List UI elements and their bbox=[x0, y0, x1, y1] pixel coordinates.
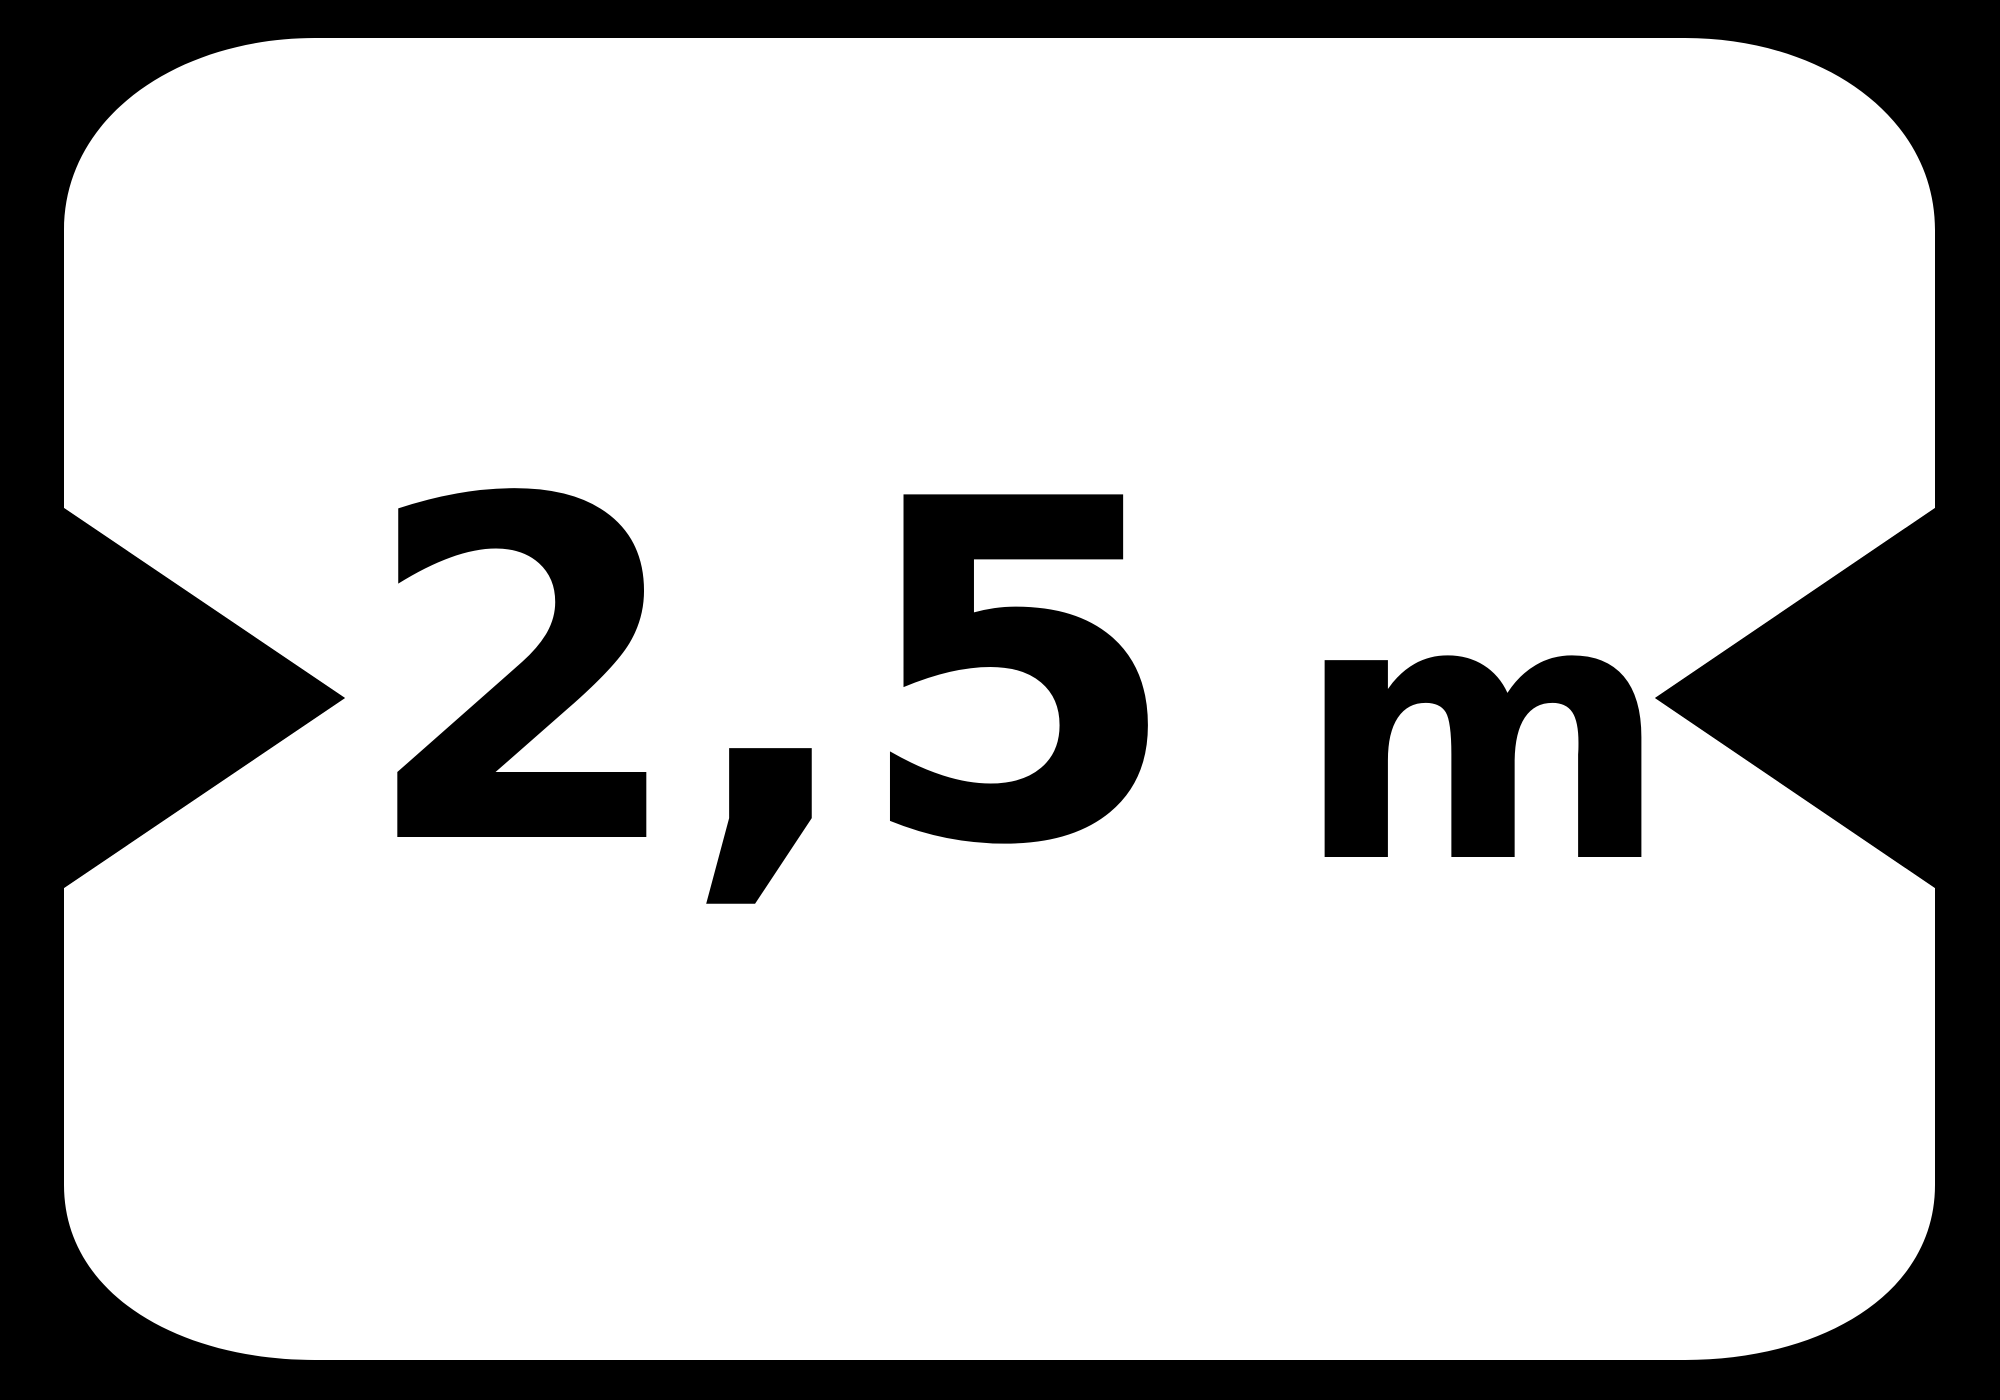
right-arrow-icon bbox=[1655, 508, 1935, 888]
left-arrow-icon bbox=[64, 508, 345, 888]
width-unit: m bbox=[1294, 523, 1670, 942]
white-sign-panel bbox=[64, 38, 1935, 1360]
width-value-label: 2,5 m bbox=[360, 395, 1670, 955]
width-number: 2,5 bbox=[360, 401, 1181, 948]
